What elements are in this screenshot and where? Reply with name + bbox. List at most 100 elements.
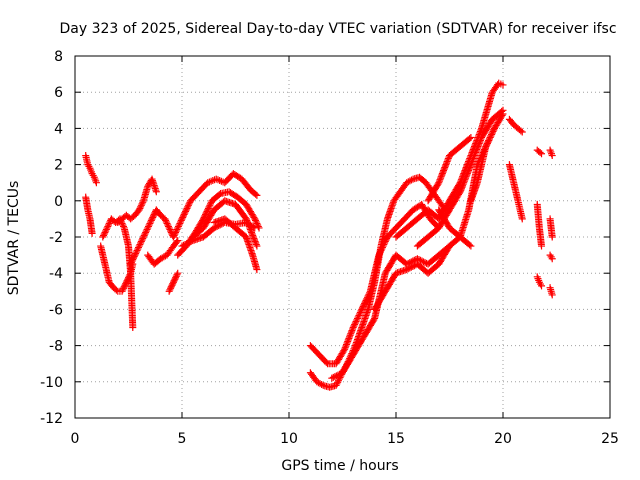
data-point-marker xyxy=(142,227,150,235)
data-point-marker xyxy=(328,374,336,382)
data-point-marker xyxy=(88,229,96,237)
data-point-marker xyxy=(104,222,112,230)
data-point-marker xyxy=(202,210,210,218)
data-point-marker xyxy=(347,330,355,338)
series-s9 xyxy=(169,170,261,241)
data-point-marker xyxy=(200,213,208,221)
data-point-marker xyxy=(404,265,412,273)
series-s5 xyxy=(114,175,160,227)
data-point-marker xyxy=(164,221,172,229)
data-point-marker xyxy=(251,216,259,224)
data-point-marker xyxy=(548,291,556,299)
data-point-marker xyxy=(137,238,145,246)
data-point-marker xyxy=(341,344,349,352)
series-s27 xyxy=(533,273,546,290)
data-point-marker xyxy=(132,250,140,258)
data-point-marker xyxy=(341,345,349,353)
data-point-marker xyxy=(489,127,497,135)
y-axis-label: SDTVAR / TECUs xyxy=(6,181,22,296)
data-point-marker xyxy=(352,317,360,325)
series-s2 xyxy=(82,193,96,237)
data-point-marker xyxy=(251,215,259,223)
data-point-marker xyxy=(346,333,354,341)
data-point-marker xyxy=(344,336,352,344)
data-point-marker xyxy=(353,314,361,322)
y-tick-label: -6 xyxy=(49,302,63,318)
data-point-marker xyxy=(174,224,182,232)
series-s26 xyxy=(533,200,546,250)
data-point-marker xyxy=(403,266,411,274)
data-point-marker xyxy=(382,236,390,244)
data-point-marker xyxy=(418,257,426,265)
data-point-marker xyxy=(172,227,180,235)
data-point-marker xyxy=(100,230,108,238)
y-tick-label: -4 xyxy=(49,266,63,282)
data-point-marker xyxy=(329,373,337,381)
series-s19 xyxy=(413,106,507,250)
data-point-marker xyxy=(420,258,428,266)
series-s14 xyxy=(306,173,449,391)
data-point-marker xyxy=(253,242,261,250)
data-point-marker xyxy=(333,380,341,388)
data-point-marker xyxy=(172,274,180,282)
data-point-marker xyxy=(186,238,194,246)
data-point-marker xyxy=(176,219,184,227)
data-point-marker xyxy=(214,176,222,184)
data-point-marker xyxy=(147,218,155,226)
data-point-marker xyxy=(149,212,157,220)
data-point-marker xyxy=(351,319,359,327)
data-point-marker xyxy=(488,130,496,138)
data-point-marker xyxy=(466,135,474,143)
data-point-marker xyxy=(137,239,145,247)
data-point-marker xyxy=(467,133,475,141)
data-point-marker xyxy=(164,222,172,230)
data-point-marker xyxy=(119,286,127,294)
data-point-marker xyxy=(118,287,126,295)
y-tick-label: -8 xyxy=(49,339,63,355)
data-point-marker xyxy=(334,378,342,386)
data-point-marker xyxy=(347,328,355,336)
data-point-marker xyxy=(379,242,387,250)
data-point-marker xyxy=(381,239,389,247)
data-point-marker xyxy=(363,295,371,303)
series-s24 xyxy=(505,161,526,223)
data-point-marker xyxy=(141,230,149,238)
data-point-marker xyxy=(199,216,207,224)
data-point-marker xyxy=(356,310,364,318)
data-point-marker xyxy=(135,242,143,250)
data-point-marker xyxy=(129,256,137,264)
data-point-marker xyxy=(253,266,261,274)
data-point-marker xyxy=(105,221,113,229)
series-s10 xyxy=(174,188,263,259)
data-point-marker xyxy=(179,213,187,221)
data-point-marker xyxy=(142,228,150,236)
data-point-marker xyxy=(181,209,189,217)
data-point-marker xyxy=(92,179,100,187)
data-point-marker xyxy=(359,302,367,310)
data-point-marker xyxy=(360,301,368,309)
data-point-marker xyxy=(361,299,369,307)
data-point-marker xyxy=(161,215,169,223)
data-point-marker xyxy=(139,235,147,243)
data-point-marker xyxy=(205,178,213,186)
data-point-marker xyxy=(133,247,141,255)
data-point-marker xyxy=(334,371,342,379)
data-point-marker xyxy=(538,282,546,290)
data-point-marker xyxy=(416,256,424,264)
data-point-marker xyxy=(204,204,212,212)
data-point-marker xyxy=(166,286,174,294)
data-point-marker xyxy=(548,150,556,158)
data-point-marker xyxy=(518,128,526,136)
data-point-marker xyxy=(134,244,142,252)
series-s12 xyxy=(189,197,261,250)
data-point-marker xyxy=(203,207,211,215)
data-point-marker xyxy=(187,237,195,245)
data-point-marker xyxy=(361,298,369,306)
data-point-marker xyxy=(499,81,507,89)
data-point-marker xyxy=(204,179,212,187)
data-point-marker xyxy=(253,191,261,199)
data-point-marker xyxy=(517,127,525,135)
data-point-marker xyxy=(136,204,144,212)
data-point-marker xyxy=(381,238,389,246)
